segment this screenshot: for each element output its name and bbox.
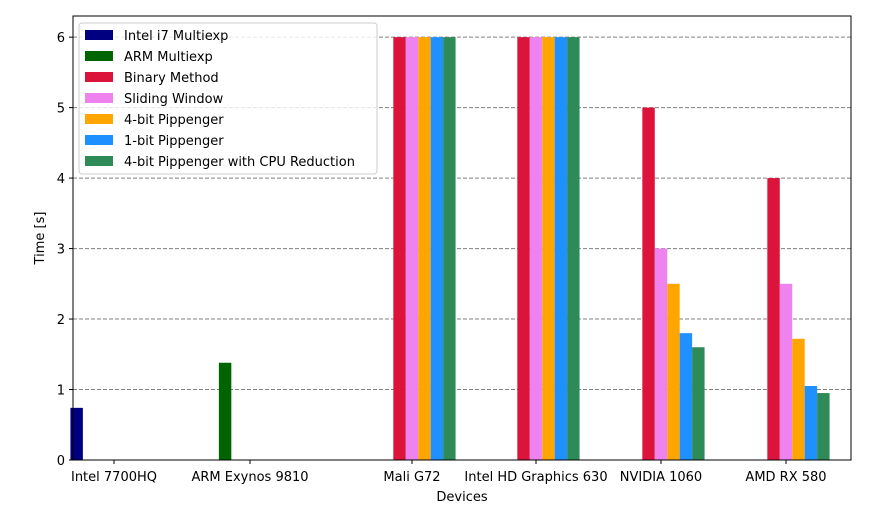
plot-frame — [72, 15, 852, 461]
bars — [70, 37, 830, 461]
y-axis-label: Time [s] — [33, 212, 48, 266]
x-axis-label: Devices — [436, 490, 487, 505]
bar — [554, 37, 568, 461]
x-tick-label: Mali G72 — [383, 470, 440, 485]
y-tick-label: 6 — [57, 31, 65, 46]
y-tick-label: 1 — [57, 384, 65, 399]
legend-swatch — [85, 135, 113, 145]
x-tick-label: AMD RX 580 — [745, 470, 826, 485]
bar — [70, 407, 83, 460]
bar — [792, 338, 805, 460]
legend-label: 1-bit Pippenger — [124, 134, 224, 149]
legend-label: 4-bit Pippenger — [124, 113, 224, 128]
x-tick-label: NVIDIA 1060 — [620, 470, 702, 485]
bar — [642, 107, 655, 460]
legend-swatch — [85, 72, 113, 82]
bar — [767, 178, 780, 460]
x-tick-label: ARM Exynos 9810 — [191, 470, 308, 485]
legend-swatch — [85, 114, 113, 124]
bar — [218, 362, 232, 460]
legend-label: ARM Multiexp — [124, 50, 213, 65]
legend-label: 4-bit Pippenger with CPU Reduction — [124, 155, 355, 170]
bar — [542, 37, 555, 461]
x-tick-label: Intel HD Graphics 630 — [464, 470, 607, 485]
bar — [443, 37, 456, 461]
x-tick-label: Intel 7700HQ — [71, 470, 157, 485]
bar — [654, 248, 668, 460]
bar — [817, 393, 830, 460]
legend-swatch — [85, 51, 113, 61]
bar — [679, 333, 693, 460]
bar — [393, 37, 406, 461]
legend-label: Binary Method — [124, 71, 219, 86]
y-axis: 0 1 2 3 4 5 6 — [57, 31, 73, 469]
bar — [517, 37, 530, 461]
bar — [567, 37, 580, 461]
legend-swatch — [85, 30, 113, 40]
x-axis: Intel 7700HQ ARM Exynos 9810 Mali G72 Intel… — [71, 460, 827, 485]
bar — [529, 37, 543, 461]
legend: Intel i7 Multiexp ARM Multiexp Binary Meth… — [78, 22, 378, 175]
y-tick-label: 3 — [57, 243, 65, 258]
y-tick-label: 2 — [57, 313, 65, 328]
bar — [804, 386, 818, 460]
legend-label: Sliding Window — [124, 92, 224, 107]
y-tick-label: 4 — [57, 172, 65, 187]
bar — [405, 37, 419, 461]
legend-swatch — [85, 93, 113, 103]
y-tick-label: 0 — [57, 454, 65, 469]
bar — [692, 347, 705, 460]
legend-label: Intel i7 Multiexp — [124, 29, 228, 44]
bar — [418, 37, 431, 461]
bar — [430, 37, 444, 461]
legend-swatch — [85, 156, 113, 166]
bar — [667, 283, 680, 460]
legend-box — [78, 22, 378, 175]
y-tick-label: 5 — [57, 102, 65, 117]
bar — [779, 283, 793, 460]
